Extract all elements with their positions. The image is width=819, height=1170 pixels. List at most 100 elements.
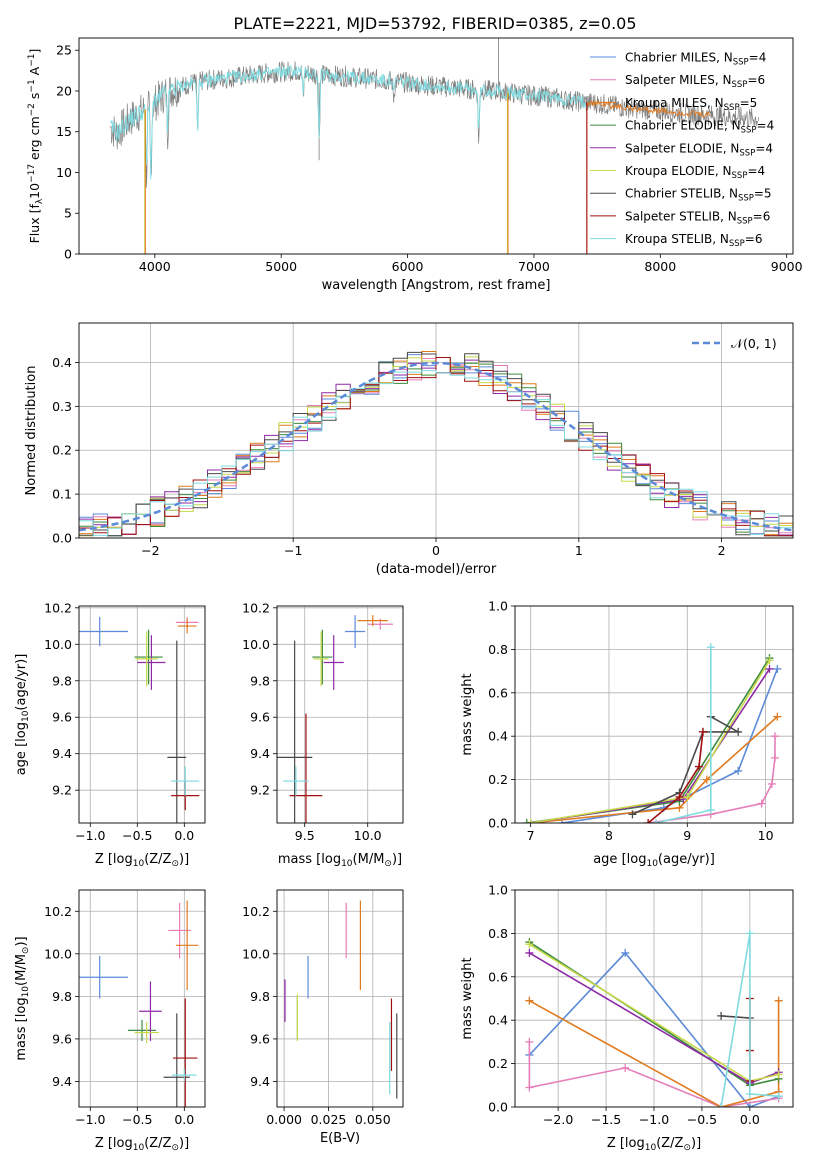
mass-weight-marker [745, 1103, 754, 1107]
y-axis-label: mass weight [460, 957, 475, 1039]
y-tick-label: 9.6 [250, 1031, 270, 1046]
label-part: )] [392, 852, 402, 867]
x-tick-label: −0.5 [122, 828, 152, 843]
y-tick-label: 0.0 [488, 816, 508, 831]
mass-weight-marker [698, 727, 707, 736]
y-axis-label: Flux [fλ10−17 erg cm−2 s−1 A−1] [27, 49, 45, 244]
axes-frame [78, 889, 206, 1108]
label-part: age [log [14, 722, 29, 775]
model-tail [586, 99, 711, 118]
mass-weight-marker [745, 1089, 754, 1098]
label-part: SSP [732, 171, 748, 181]
y-tick-label: 10.2 [44, 904, 72, 919]
label-part: )] [691, 1136, 701, 1151]
label-part: SSP [724, 103, 740, 113]
y-axis-label: Normed distribution [24, 366, 39, 496]
label-part: (age/yr)] [14, 654, 29, 711]
plot-area [284, 900, 398, 1099]
mass-weight-marker [525, 996, 534, 1005]
x-tick-label: 2 [718, 543, 726, 558]
label-part: =6 [753, 209, 771, 223]
y-tick-label: 0.1 [52, 487, 72, 502]
y-tick-label: 0.4 [52, 355, 72, 370]
label-part: =4 [757, 119, 775, 133]
label-part: )] [14, 936, 29, 946]
label-part: =6 [745, 232, 763, 246]
y-tick-label: 10.0 [44, 637, 72, 652]
label-part: 10 [341, 859, 353, 869]
x-tick-label: 9 [683, 828, 691, 843]
y-tick-label: 10.2 [242, 600, 270, 615]
label-part: SSP [737, 216, 753, 226]
label-part: −2 [27, 103, 37, 116]
axes-frame [78, 605, 206, 824]
label-part: 10 [21, 986, 31, 998]
mass-weight-marker [717, 1103, 726, 1107]
x-axis-label: E(B-V) [320, 1131, 360, 1146]
x-tick-label: −0.5 [122, 1112, 152, 1127]
label-part: Z [log [95, 1136, 133, 1151]
y-tick-label: 10.2 [242, 904, 270, 919]
legend-entry: Salpeter STELIB, NSSP=6 [625, 209, 770, 226]
y-tick-label: 9.4 [52, 1074, 72, 1089]
mass-weight-marker [774, 1070, 783, 1079]
label-part: λ [35, 198, 45, 204]
axes-frame [514, 605, 794, 824]
label-part: =4 [755, 141, 773, 155]
label-part: =6 [747, 73, 765, 87]
x-tick-label: 10 [758, 828, 774, 843]
x-tick-label: −1 [284, 543, 302, 558]
x-axis-label: (data-model)/error [376, 562, 497, 577]
label-part: 10 [27, 183, 42, 199]
label-part: =4 [749, 51, 767, 65]
mass-weight-marker [767, 779, 776, 788]
x-tick-label: 9000 [771, 259, 803, 274]
panels: 4000 5000 6000 7000 8000 90000510152025wavele… [14, 37, 803, 1153]
label-part: Kroupa MILES, N [625, 96, 724, 110]
label-part: ] [27, 49, 42, 54]
x-tick-label: −2 [141, 543, 159, 558]
label-part: 10 [133, 859, 145, 869]
label-part: )] [179, 1136, 189, 1151]
label-part: ⊙ [384, 859, 392, 869]
x-tick-label: 0.0 [174, 828, 194, 843]
mass-weight-series [530, 668, 771, 823]
panel-spectrum: 4000 5000 6000 7000 8000 9000 0 5 10 15 20 25 wavele… [27, 37, 803, 293]
label-part: s [27, 93, 42, 104]
x-tick-label: −1.5 [591, 1112, 621, 1127]
mass-weight-marker [734, 727, 743, 736]
mass-weight-marker [706, 643, 715, 652]
label-part: Z [log [607, 1136, 645, 1151]
plot-area [79, 616, 200, 823]
y-tick-label: 0.8 [488, 642, 508, 657]
x-axis-label: Z [log10(Z/Z⊙)] [95, 1136, 189, 1153]
x-tick-label: −2.0 [543, 1112, 573, 1127]
mass-weight-marker [717, 1011, 726, 1020]
x-tick-label: 8000 [644, 259, 676, 274]
plot-area [522, 643, 782, 823]
label-part: =4 [747, 164, 765, 178]
y-tick-label: 9.8 [52, 989, 72, 1004]
y-tick-label: 0.0 [488, 1100, 508, 1115]
x-tick-label: 0 [432, 543, 440, 558]
x-tick-label: 0.0 [174, 1112, 194, 1127]
label-part: Flux [f [27, 204, 42, 244]
x-axis-label: age [log10(age/yr)] [593, 852, 715, 869]
y-tick-label: 9.6 [52, 1031, 72, 1046]
mass-weight-marker [770, 753, 779, 762]
mass-weight-marker [765, 656, 774, 665]
label-part: erg cm [27, 116, 42, 164]
y-tick-label: 9.8 [250, 673, 270, 688]
label-part: Salpeter STELIB, N [625, 209, 737, 223]
label-part: SSP [732, 80, 748, 90]
label-part: =5 [740, 96, 758, 110]
axes-frame [276, 605, 404, 824]
mass-weight-marker [675, 792, 684, 801]
y-tick-label: 10.2 [44, 600, 72, 615]
mass-weight-marker [745, 929, 754, 938]
x-tick-label: 0.0 [740, 1112, 760, 1127]
x-tick-label: 1 [575, 543, 583, 558]
mass-weight-marker [702, 775, 711, 784]
x-tick-label: 5000 [265, 259, 297, 274]
y-tick-label: 5 [64, 206, 72, 221]
